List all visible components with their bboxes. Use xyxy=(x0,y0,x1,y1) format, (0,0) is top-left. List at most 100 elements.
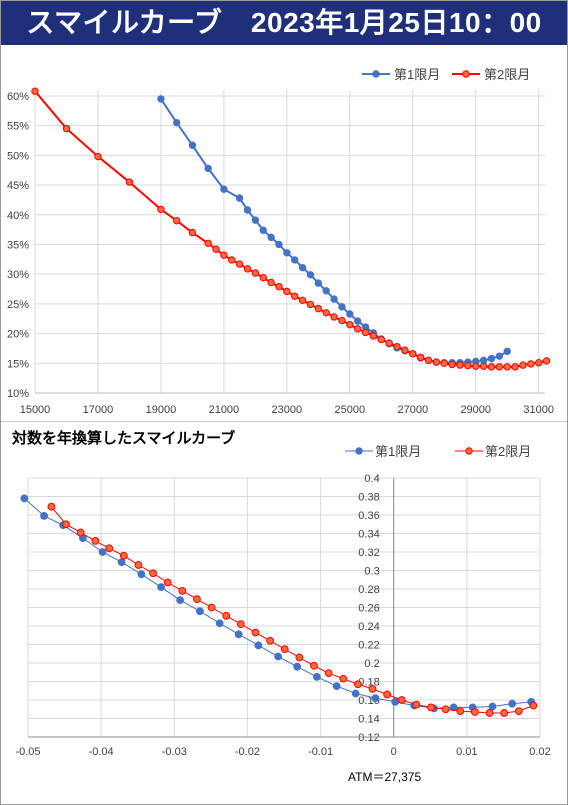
data-point xyxy=(393,342,401,351)
data-point xyxy=(163,578,172,587)
x-tick-label: 23000 xyxy=(272,404,303,416)
data-point xyxy=(195,607,204,616)
y-tick-label: 0.28 xyxy=(358,584,379,596)
x-tick-label: -0.02 xyxy=(235,746,260,758)
legend-swatch-marker xyxy=(355,447,363,455)
data-point xyxy=(369,332,378,340)
y-tick-label: 40% xyxy=(7,210,29,222)
data-point xyxy=(204,164,212,173)
y-tick-label: 0.22 xyxy=(358,640,379,652)
x-tick-label: 0.02 xyxy=(529,746,550,758)
data-point xyxy=(236,620,245,629)
data-point xyxy=(487,363,496,371)
data-point xyxy=(351,689,360,698)
data-point xyxy=(495,363,504,371)
data-point xyxy=(157,205,165,214)
data-point xyxy=(488,702,497,711)
x-tick-label: 25000 xyxy=(335,404,366,416)
data-point xyxy=(31,87,39,95)
data-point xyxy=(456,707,465,715)
y-tick-label: 50% xyxy=(7,150,29,162)
data-point xyxy=(322,309,330,317)
data-point xyxy=(235,260,244,268)
series-line xyxy=(23,498,532,709)
data-point xyxy=(472,362,480,370)
y-tick-label: 0.14 xyxy=(358,714,379,726)
data-point xyxy=(353,325,362,333)
data-point xyxy=(188,141,197,149)
data-point xyxy=(330,313,338,321)
y-tick-label: 60% xyxy=(7,91,29,103)
data-point xyxy=(267,278,275,287)
y-tick-label: 55% xyxy=(7,121,29,133)
data-point xyxy=(62,520,70,529)
data-point xyxy=(503,347,511,356)
data-point xyxy=(235,194,244,202)
y-tick-label: 0.2 xyxy=(364,658,379,670)
data-point xyxy=(94,152,102,161)
data-point xyxy=(346,320,354,329)
data-point xyxy=(456,361,464,369)
data-point xyxy=(383,690,392,699)
data-point xyxy=(298,296,307,305)
data-point xyxy=(98,548,107,556)
data-point xyxy=(485,709,494,717)
data-point xyxy=(117,558,126,567)
y-tick-label: 20% xyxy=(7,329,29,341)
data-point xyxy=(157,95,165,103)
data-point xyxy=(119,551,128,560)
data-point xyxy=(125,178,134,186)
data-point xyxy=(188,228,197,237)
data-point xyxy=(535,359,543,367)
y-tick-label: 0.32 xyxy=(358,547,379,559)
x-tick-label: -0.05 xyxy=(15,746,40,758)
data-point xyxy=(274,652,283,661)
data-point xyxy=(495,352,504,360)
data-point xyxy=(291,292,299,300)
data-point xyxy=(503,363,511,371)
x-tick-label: 15000 xyxy=(20,404,51,416)
legend-label: 第1限月 xyxy=(375,444,421,459)
data-point xyxy=(412,700,421,709)
data-point xyxy=(353,680,362,689)
y-tick-label: 45% xyxy=(7,180,29,192)
data-point xyxy=(178,586,187,595)
data-point xyxy=(385,339,393,347)
y-tick-label: 0.12 xyxy=(358,732,379,744)
data-point xyxy=(134,561,143,569)
data-point xyxy=(416,353,425,362)
page-title: スマイルカーブ 2023年1月25日10：00 xyxy=(1,1,567,45)
data-point xyxy=(338,303,346,311)
data-point xyxy=(371,694,380,703)
data-point xyxy=(338,316,346,325)
data-point xyxy=(401,346,409,354)
y-tick-label: 15% xyxy=(7,358,29,370)
data-point xyxy=(324,669,333,678)
data-point xyxy=(204,239,212,247)
data-point xyxy=(314,304,323,313)
data-point xyxy=(267,233,275,242)
y-tick-label: 0.38 xyxy=(358,492,379,504)
data-point xyxy=(449,703,458,712)
data-point xyxy=(172,217,181,225)
data-point xyxy=(310,661,318,670)
data-point xyxy=(332,682,341,691)
data-point xyxy=(464,361,472,370)
data-point xyxy=(259,226,267,234)
x-tick-label: 17000 xyxy=(83,404,114,416)
data-point xyxy=(215,619,224,628)
data-point xyxy=(137,570,146,579)
data-point xyxy=(157,583,166,592)
data-point xyxy=(251,216,260,224)
chart-title: 対数を年換算したスマイルカーブ xyxy=(11,429,235,447)
data-point xyxy=(432,358,441,366)
data-point xyxy=(368,685,377,693)
x-tick-label: 19000 xyxy=(146,404,177,416)
data-point xyxy=(295,653,304,662)
y-tick-label: 0.24 xyxy=(358,621,379,633)
data-point xyxy=(346,310,354,318)
data-point xyxy=(330,295,338,303)
data-point xyxy=(353,317,362,325)
series-line xyxy=(160,98,508,364)
data-point xyxy=(339,674,348,683)
